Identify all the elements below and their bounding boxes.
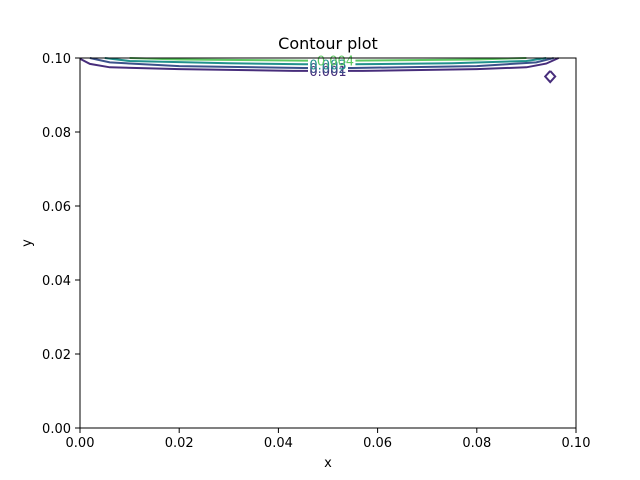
y-axis-ticks: 0.00 0.02 0.04 0.06 0.08 0.10 <box>42 52 80 437</box>
contour-label-gap <box>315 53 356 66</box>
x-tick-label: 0.04 <box>264 436 293 451</box>
chart-title: Contour plot <box>278 34 378 53</box>
y-axis-label: y <box>20 239 35 247</box>
x-tick-label: 0.08 <box>462 436 491 451</box>
x-tick-label: 0.06 <box>363 436 392 451</box>
contour-label-0.004: 0.004 <box>317 55 354 70</box>
x-axis-label: x <box>324 456 332 471</box>
y-tick-label: 0.10 <box>42 52 71 67</box>
plot-frame <box>79 57 577 429</box>
y-tick-label: 0.08 <box>42 126 71 141</box>
y-tick-label: 0.02 <box>42 348 71 363</box>
x-tick-label: 0.10 <box>562 436 591 451</box>
contour-label-0.003: 0.003 <box>309 58 346 73</box>
x-axis-ticks: 0.00 0.02 0.04 0.06 0.08 0.10 <box>66 428 591 451</box>
contour-island <box>543 70 557 84</box>
y-tick-label: 0.06 <box>42 200 71 215</box>
contour-label-0.001: 0.001 <box>309 65 346 80</box>
contour-label-0.002: 0.002 <box>309 62 346 77</box>
x-tick-label: 0.00 <box>66 436 95 451</box>
y-tick-label: 0.04 <box>42 274 71 289</box>
y-tick-label: 0.00 <box>42 422 71 437</box>
x-tick-label: 0.02 <box>165 436 194 451</box>
